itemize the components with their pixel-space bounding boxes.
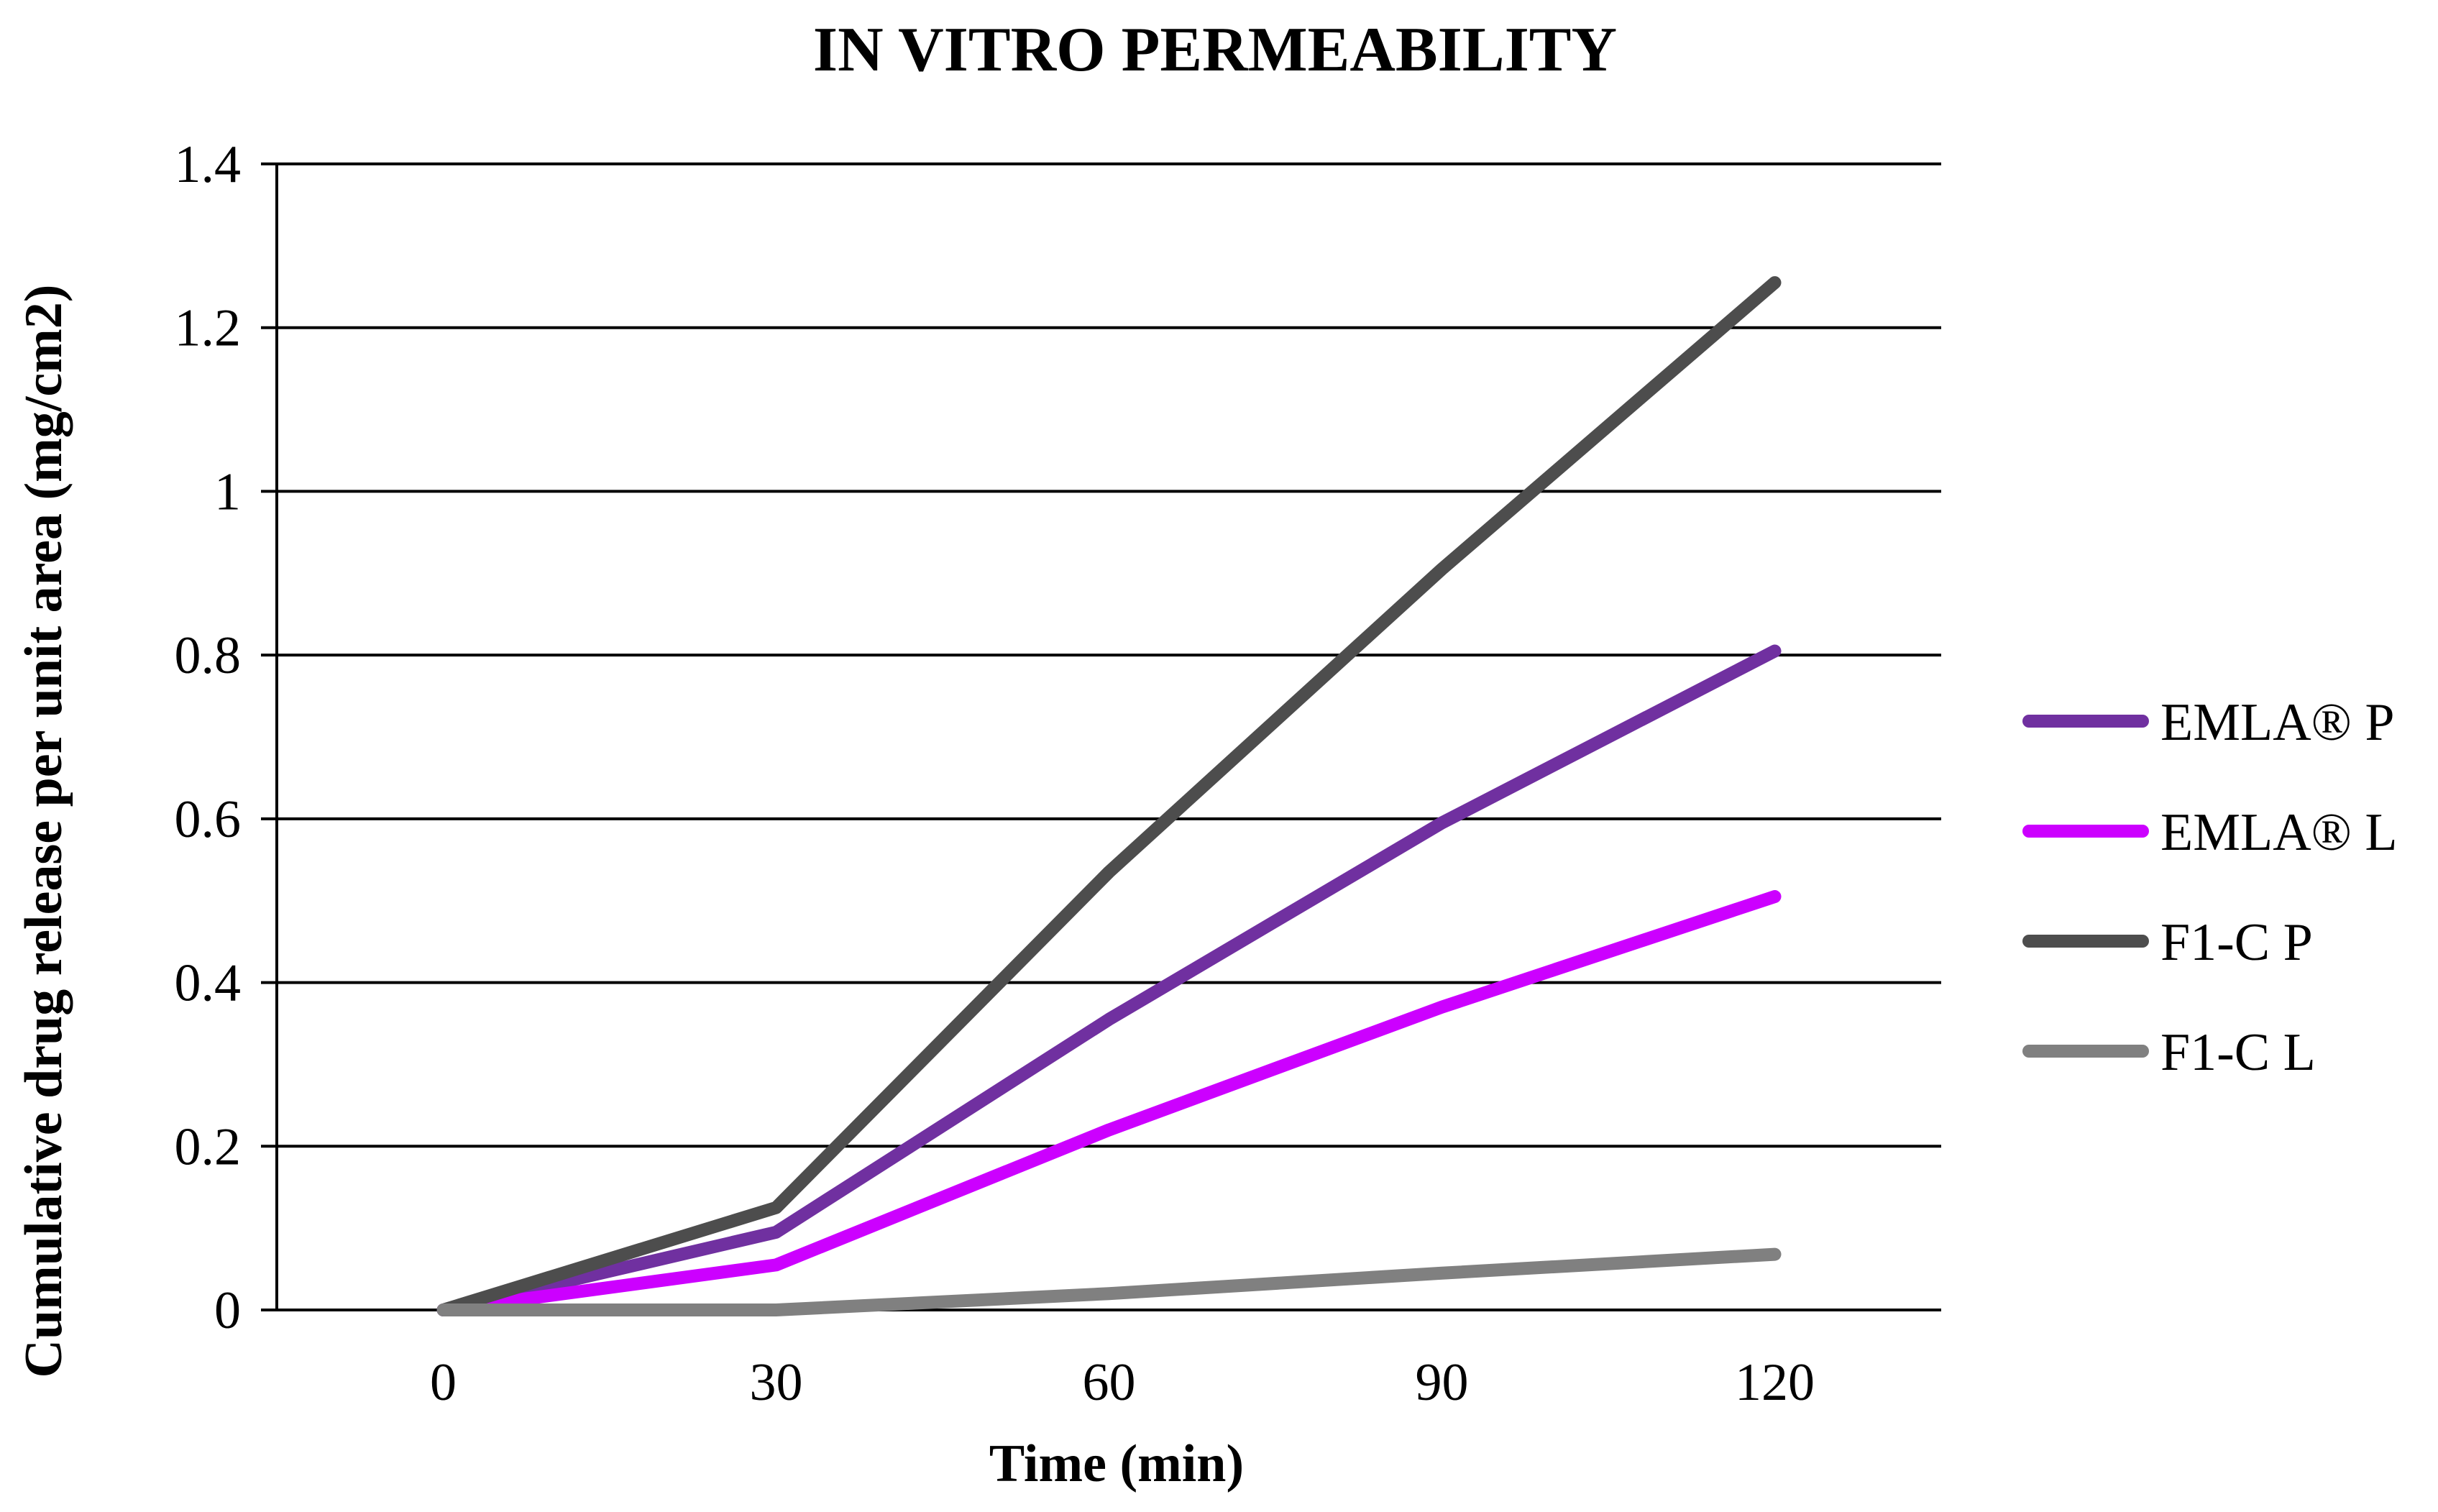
- series-line-1: [436, 644, 1782, 1316]
- gridlines: [277, 162, 1941, 1311]
- legend-label-2: EMLA® L: [2160, 803, 2398, 862]
- x-tick-label: 30: [750, 1353, 803, 1412]
- x-tick-labels: 0 30 60 90 120: [430, 1353, 1815, 1412]
- x-tick-label: 120: [1735, 1353, 1815, 1412]
- axes: [261, 162, 278, 1311]
- y-tick-label: 1: [214, 462, 241, 521]
- y-tick-label: 0: [214, 1281, 241, 1340]
- legend-label-4: F1-C L: [2160, 1023, 2316, 1082]
- y-tick-label: 1.4: [175, 135, 242, 194]
- x-axis-title: Time (min): [989, 1434, 1244, 1493]
- series-line-2: [436, 890, 1782, 1316]
- y-tick-label: 1.2: [175, 299, 242, 358]
- chart-title: IN VITRO PERMEABILITY: [813, 15, 1617, 85]
- legend-label-3: F1-C P: [2160, 913, 2313, 972]
- y-tick-label: 0.2: [175, 1117, 242, 1176]
- x-tick-label: 90: [1416, 1353, 1469, 1412]
- legend: EMLA® P EMLA® L F1-C P F1-C L: [2022, 693, 2398, 1082]
- y-axis-title: Cumulative drug release per unit area (m…: [14, 285, 73, 1378]
- legend-label-1: EMLA® P: [2160, 693, 2395, 752]
- y-tick-label: 0.4: [175, 954, 242, 1013]
- series-lines: [436, 276, 1782, 1316]
- y-tick-label: 0.8: [175, 626, 242, 685]
- x-tick-label: 0: [430, 1353, 457, 1412]
- series-line-3: [436, 276, 1782, 1316]
- y-tick-label: 0.6: [175, 790, 242, 849]
- series-line-4: [436, 1247, 1782, 1316]
- x-tick-label: 60: [1083, 1353, 1136, 1412]
- y-tick-labels: 0 0.2 0.4 0.6 0.8 1 1.2 1.4: [175, 135, 242, 1340]
